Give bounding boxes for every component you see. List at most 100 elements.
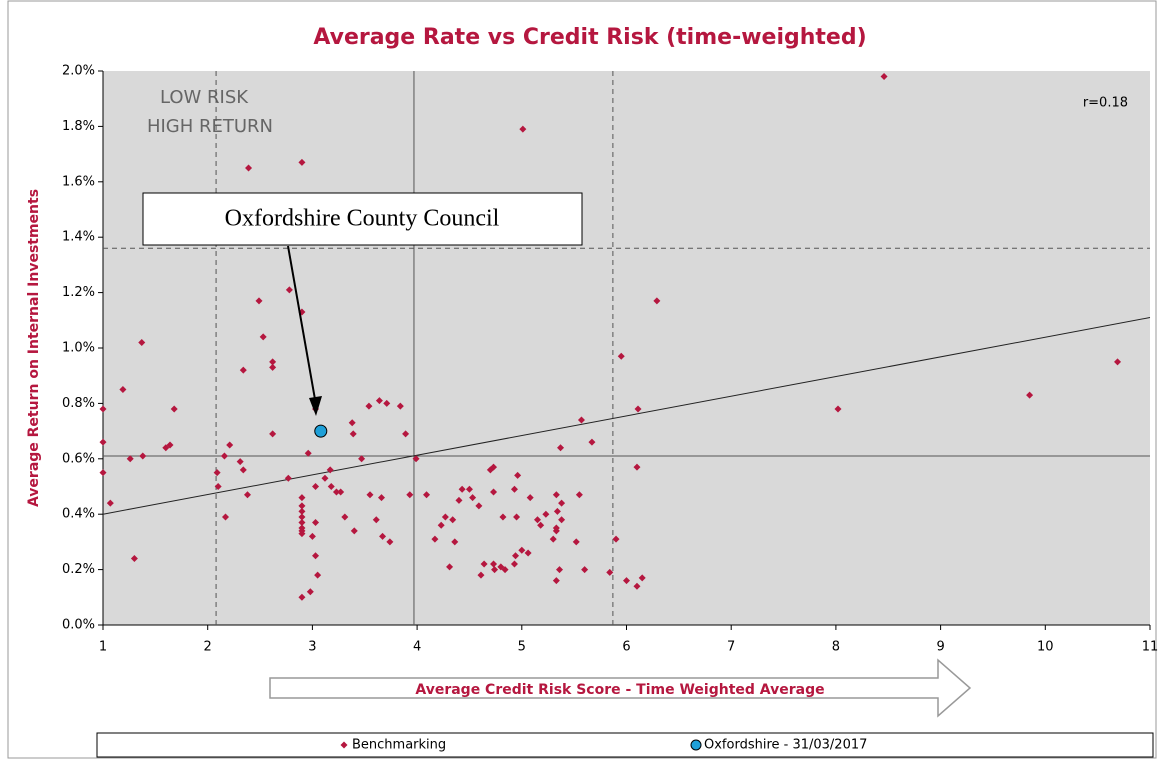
point xyxy=(634,405,642,413)
point xyxy=(612,535,620,543)
point xyxy=(386,538,394,546)
point xyxy=(1114,358,1122,366)
point xyxy=(510,485,518,493)
point xyxy=(575,491,583,499)
point xyxy=(284,474,292,482)
point xyxy=(638,574,646,582)
y-tick-label: 1.8% xyxy=(62,119,95,134)
point xyxy=(606,568,614,576)
point xyxy=(557,444,565,452)
point xyxy=(552,577,560,585)
point xyxy=(365,402,373,410)
point xyxy=(243,491,251,499)
point xyxy=(358,455,366,463)
point xyxy=(269,363,277,371)
point xyxy=(99,405,107,413)
point xyxy=(312,483,320,490)
point xyxy=(555,566,563,574)
point xyxy=(441,513,449,521)
point xyxy=(312,552,320,560)
point xyxy=(226,441,234,449)
x-tick-label: 5 xyxy=(518,640,526,655)
point xyxy=(542,510,550,518)
point xyxy=(423,491,431,499)
x-tick-label: 8 xyxy=(832,640,840,655)
point xyxy=(553,507,561,515)
point xyxy=(214,483,222,490)
point xyxy=(255,297,263,305)
point xyxy=(480,560,488,568)
point xyxy=(298,593,306,601)
y-tick-label: 1.4% xyxy=(62,230,95,245)
point xyxy=(379,532,387,540)
point xyxy=(220,452,228,460)
point xyxy=(106,499,114,507)
point xyxy=(490,560,498,568)
legend-label: Oxfordshire - 31/03/2017 xyxy=(704,738,867,753)
point xyxy=(455,496,463,504)
y-tick-label: 1.6% xyxy=(62,174,95,189)
point xyxy=(469,494,477,502)
point xyxy=(350,527,358,535)
point xyxy=(577,416,585,424)
y-axis-title: Average Return on Internal Investments xyxy=(26,189,42,507)
callout-arrowhead xyxy=(309,396,322,416)
y-tick-label: 0.6% xyxy=(62,451,95,466)
point xyxy=(437,521,445,529)
x-axis-arrow xyxy=(269,658,972,718)
point xyxy=(314,571,322,579)
quadrant-label: HIGH RETURN xyxy=(147,116,273,137)
point xyxy=(552,491,560,499)
point xyxy=(617,352,625,360)
point xyxy=(834,405,842,413)
point xyxy=(327,483,335,490)
point xyxy=(239,366,247,374)
x-tick-label: 7 xyxy=(727,640,735,655)
x-tick-label: 11 xyxy=(1142,640,1159,655)
x-tick-label: 2 xyxy=(204,640,212,655)
chart-title: Average Rate vs Credit Risk (time-weight… xyxy=(313,25,866,50)
point xyxy=(558,516,566,524)
point xyxy=(126,455,134,463)
point xyxy=(512,552,520,560)
point xyxy=(332,488,340,496)
point xyxy=(524,549,532,557)
point xyxy=(366,491,374,499)
point xyxy=(514,471,522,479)
y-tick-label: 0.8% xyxy=(62,396,95,411)
point xyxy=(518,546,526,554)
point xyxy=(375,397,383,405)
legend-marker xyxy=(340,741,348,749)
point xyxy=(449,516,457,524)
point xyxy=(490,488,498,496)
point xyxy=(446,563,454,571)
legend xyxy=(96,732,1154,758)
point xyxy=(372,516,380,524)
point xyxy=(477,571,485,579)
point xyxy=(348,419,356,427)
point xyxy=(298,494,306,502)
point xyxy=(349,430,357,438)
point xyxy=(490,463,498,471)
point xyxy=(412,455,420,463)
point xyxy=(526,494,534,502)
y-tick-label: 2.0% xyxy=(62,64,95,79)
point xyxy=(130,555,138,563)
x-tick-label: 6 xyxy=(622,640,630,655)
x-tick-label: 9 xyxy=(936,640,944,655)
point xyxy=(213,469,221,477)
trendline xyxy=(102,317,1151,515)
point xyxy=(99,469,107,477)
point xyxy=(312,519,320,527)
x-tick-label: 3 xyxy=(308,640,316,655)
correlation-label: r=0.18 xyxy=(1083,96,1128,111)
point xyxy=(298,530,306,538)
point xyxy=(623,577,630,585)
x-tick-label: 1 xyxy=(99,640,107,655)
point xyxy=(304,449,312,457)
point xyxy=(306,588,314,596)
point xyxy=(99,438,107,446)
y-tick-label: 0.2% xyxy=(62,562,95,577)
point xyxy=(406,491,414,499)
